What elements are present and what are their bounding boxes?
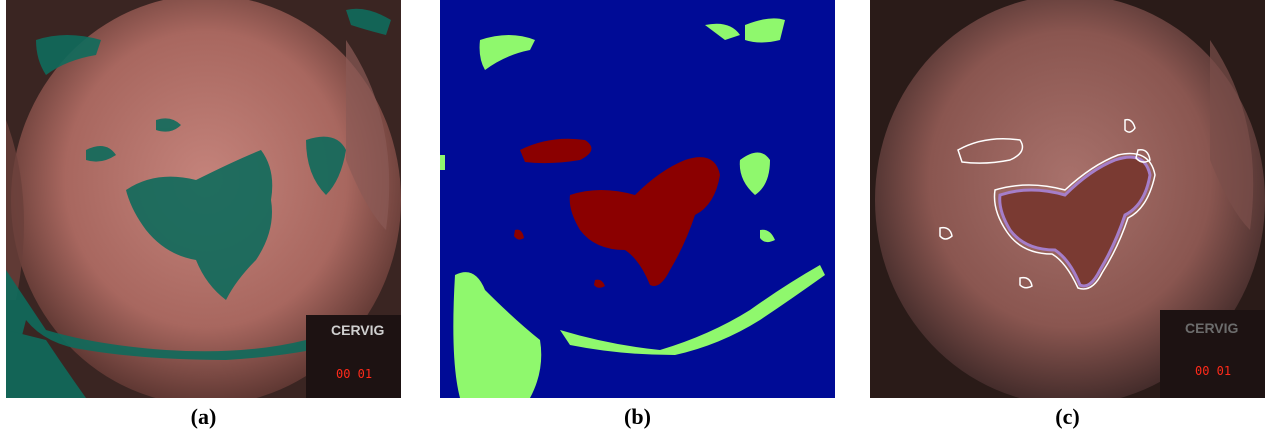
panel-a-overlay-image: CERVIG 00 01 bbox=[6, 0, 401, 398]
timestamp-label: 00 01 bbox=[336, 367, 372, 381]
panel-b-canvas bbox=[440, 0, 835, 398]
info-box bbox=[1160, 310, 1265, 398]
purple-contour bbox=[998, 155, 1152, 288]
panel-c-contour-image: CERVIG 00 01 bbox=[870, 0, 1265, 398]
caption-b: (b) bbox=[624, 404, 651, 429]
mask-green-region bbox=[440, 18, 825, 398]
wall-fold-right bbox=[1210, 40, 1254, 230]
mask-red-region bbox=[514, 138, 720, 288]
wall-fold-left bbox=[6, 120, 24, 300]
brand-label: CERVIG bbox=[1185, 320, 1239, 336]
white-contours bbox=[939, 118, 1156, 290]
panel-a-canvas: CERVIG 00 01 bbox=[6, 0, 401, 398]
caption-a: (a) bbox=[190, 404, 217, 429]
info-box bbox=[306, 315, 401, 398]
lesion-area bbox=[999, 157, 1150, 286]
panel-b-segmentation-mask bbox=[440, 0, 835, 398]
wall-fold-right bbox=[346, 40, 390, 230]
brand-label: CERVIG bbox=[331, 322, 385, 338]
panel-c-canvas: CERVIG 00 01 bbox=[870, 0, 1265, 398]
caption-c: (c) bbox=[1055, 404, 1080, 429]
timestamp-label: 00 01 bbox=[1195, 364, 1231, 378]
teal-overlay-regions bbox=[6, 8, 391, 398]
